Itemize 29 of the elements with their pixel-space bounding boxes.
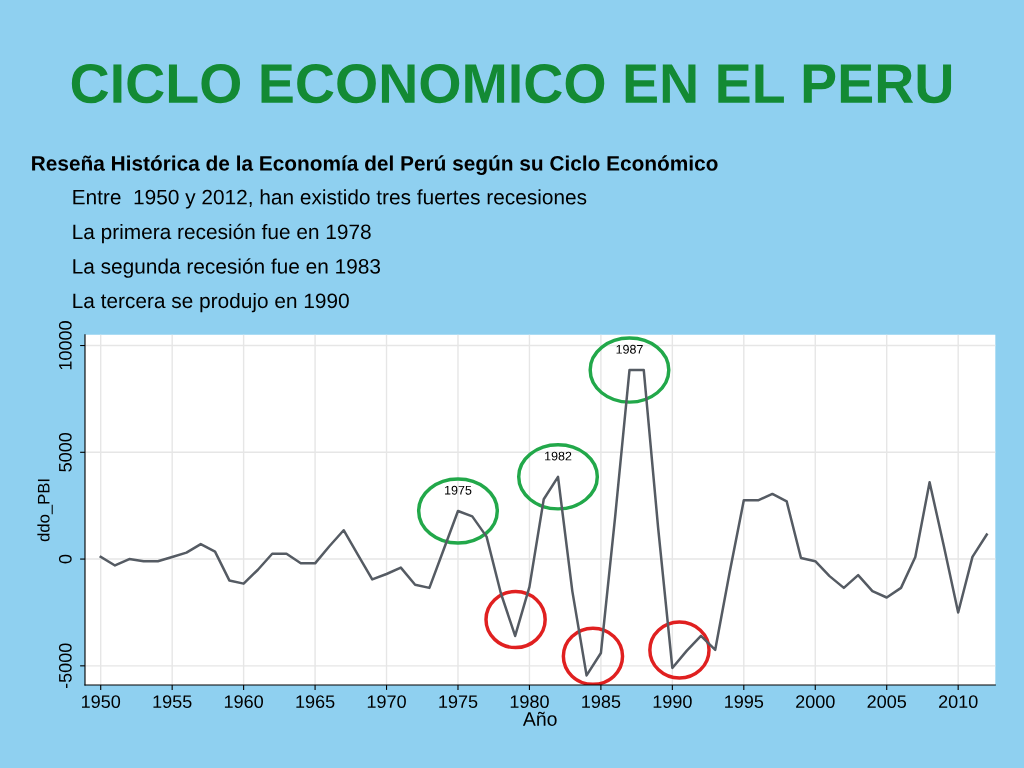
x-tick-label: 1970 [367,695,406,709]
x-tick-label: 1955 [153,695,192,709]
x-tick-label: 1995 [725,695,764,709]
x-tick-label: 1980 [510,695,549,709]
x-tick-label: 1950 [82,695,121,709]
x-tick-label: 1960 [224,695,263,709]
y-tick-label: -5000 [58,643,72,689]
annotation: 1987 [616,344,643,354]
y-tick-label: 0 [58,554,72,564]
x-tick-label: 1975 [439,695,478,709]
annotation: 1982 [545,451,572,461]
x-tick-label: 2005 [867,695,907,709]
text: La tercera se produjo en 1990 [73,292,349,313]
x-tick-label: 2000 [796,695,835,709]
text: La primera recesión fue en 1978 [73,223,371,244]
y-tick-label: 10000 [58,321,72,370]
x-axis-title: Año [522,711,557,726]
text: La segunda recesión fue en 1983 [73,258,381,278]
x-tick-label: 1965 [296,695,335,709]
x-tick-label: 1985 [582,695,621,709]
line-series [99,368,988,677]
x-tick-label: 2010 [939,695,978,709]
x-tick-label: 1990 [653,695,692,709]
text: Entre 1950 y 2012, han existido tres fuertes recesiones [73,189,587,209]
y-axis-title: ddo_PBI [37,479,53,542]
chart-title: CICLO ECONOMICO EN EL PERU [71,63,952,104]
annotation: 1975 [445,485,472,495]
chart-subtitle: Reseña Histórica de la Economía del Perú según su Ciclo Económico [32,155,718,175]
y-tick-label: 5000 [58,432,72,472]
